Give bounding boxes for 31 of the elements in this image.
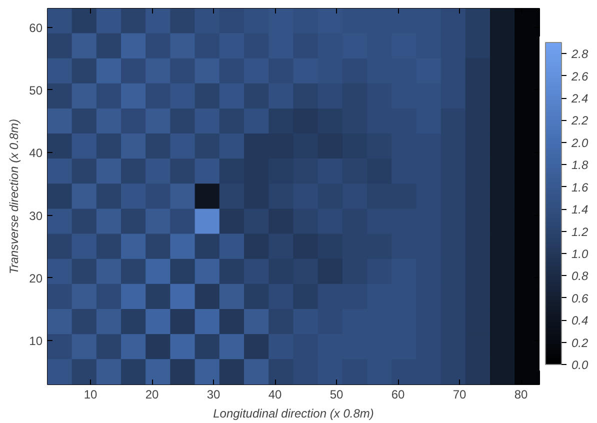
color-bar-label: 1.2 (572, 224, 589, 239)
color-bar-label: 0.8 (572, 269, 589, 284)
y-tick-label: 60 (29, 20, 43, 35)
y-tick-label: 50 (29, 83, 43, 98)
x-tick-label: 50 (330, 388, 344, 402)
y-tick-label: 20 (29, 271, 43, 286)
color-bar-label: 1.6 (572, 180, 589, 194)
color-bar-label: 1.8 (572, 158, 589, 172)
x-tick-label: 20 (145, 388, 160, 402)
color-bar-label: 1.4 (572, 202, 589, 217)
color-bar-label: 2.8 (570, 47, 589, 62)
color-bar-label: 2.2 (570, 114, 589, 128)
x-tick-label: 80 (514, 388, 528, 402)
color-bar-label: 0.0 (572, 358, 589, 372)
y-axis-title: Transverse direction (x 0.8m) (7, 118, 22, 274)
color-bar-label: 1.0 (572, 246, 589, 261)
x-tick-label: 60 (391, 388, 406, 402)
y-tick-label: 30 (29, 208, 43, 223)
x-tick-label: 40 (268, 388, 282, 402)
x-tick-label: 30 (206, 388, 221, 402)
color-bar-label: 0.2 (572, 336, 589, 350)
x-tick-label: 70 (452, 388, 467, 402)
color-bar-label: 2.6 (570, 69, 589, 84)
color-bar-label: 2.0 (570, 136, 589, 150)
color-bar-label: 0.4 (572, 314, 589, 328)
x-tick-label: 10 (84, 388, 98, 402)
color-bar-label: 0.6 (572, 291, 589, 306)
color-bar-label: 2.4 (570, 92, 589, 106)
y-tick-label: 40 (29, 146, 43, 160)
y-tick-label: 10 (29, 334, 43, 348)
x-axis-title: Longitudinal direction (x 0.8m) (213, 406, 374, 420)
